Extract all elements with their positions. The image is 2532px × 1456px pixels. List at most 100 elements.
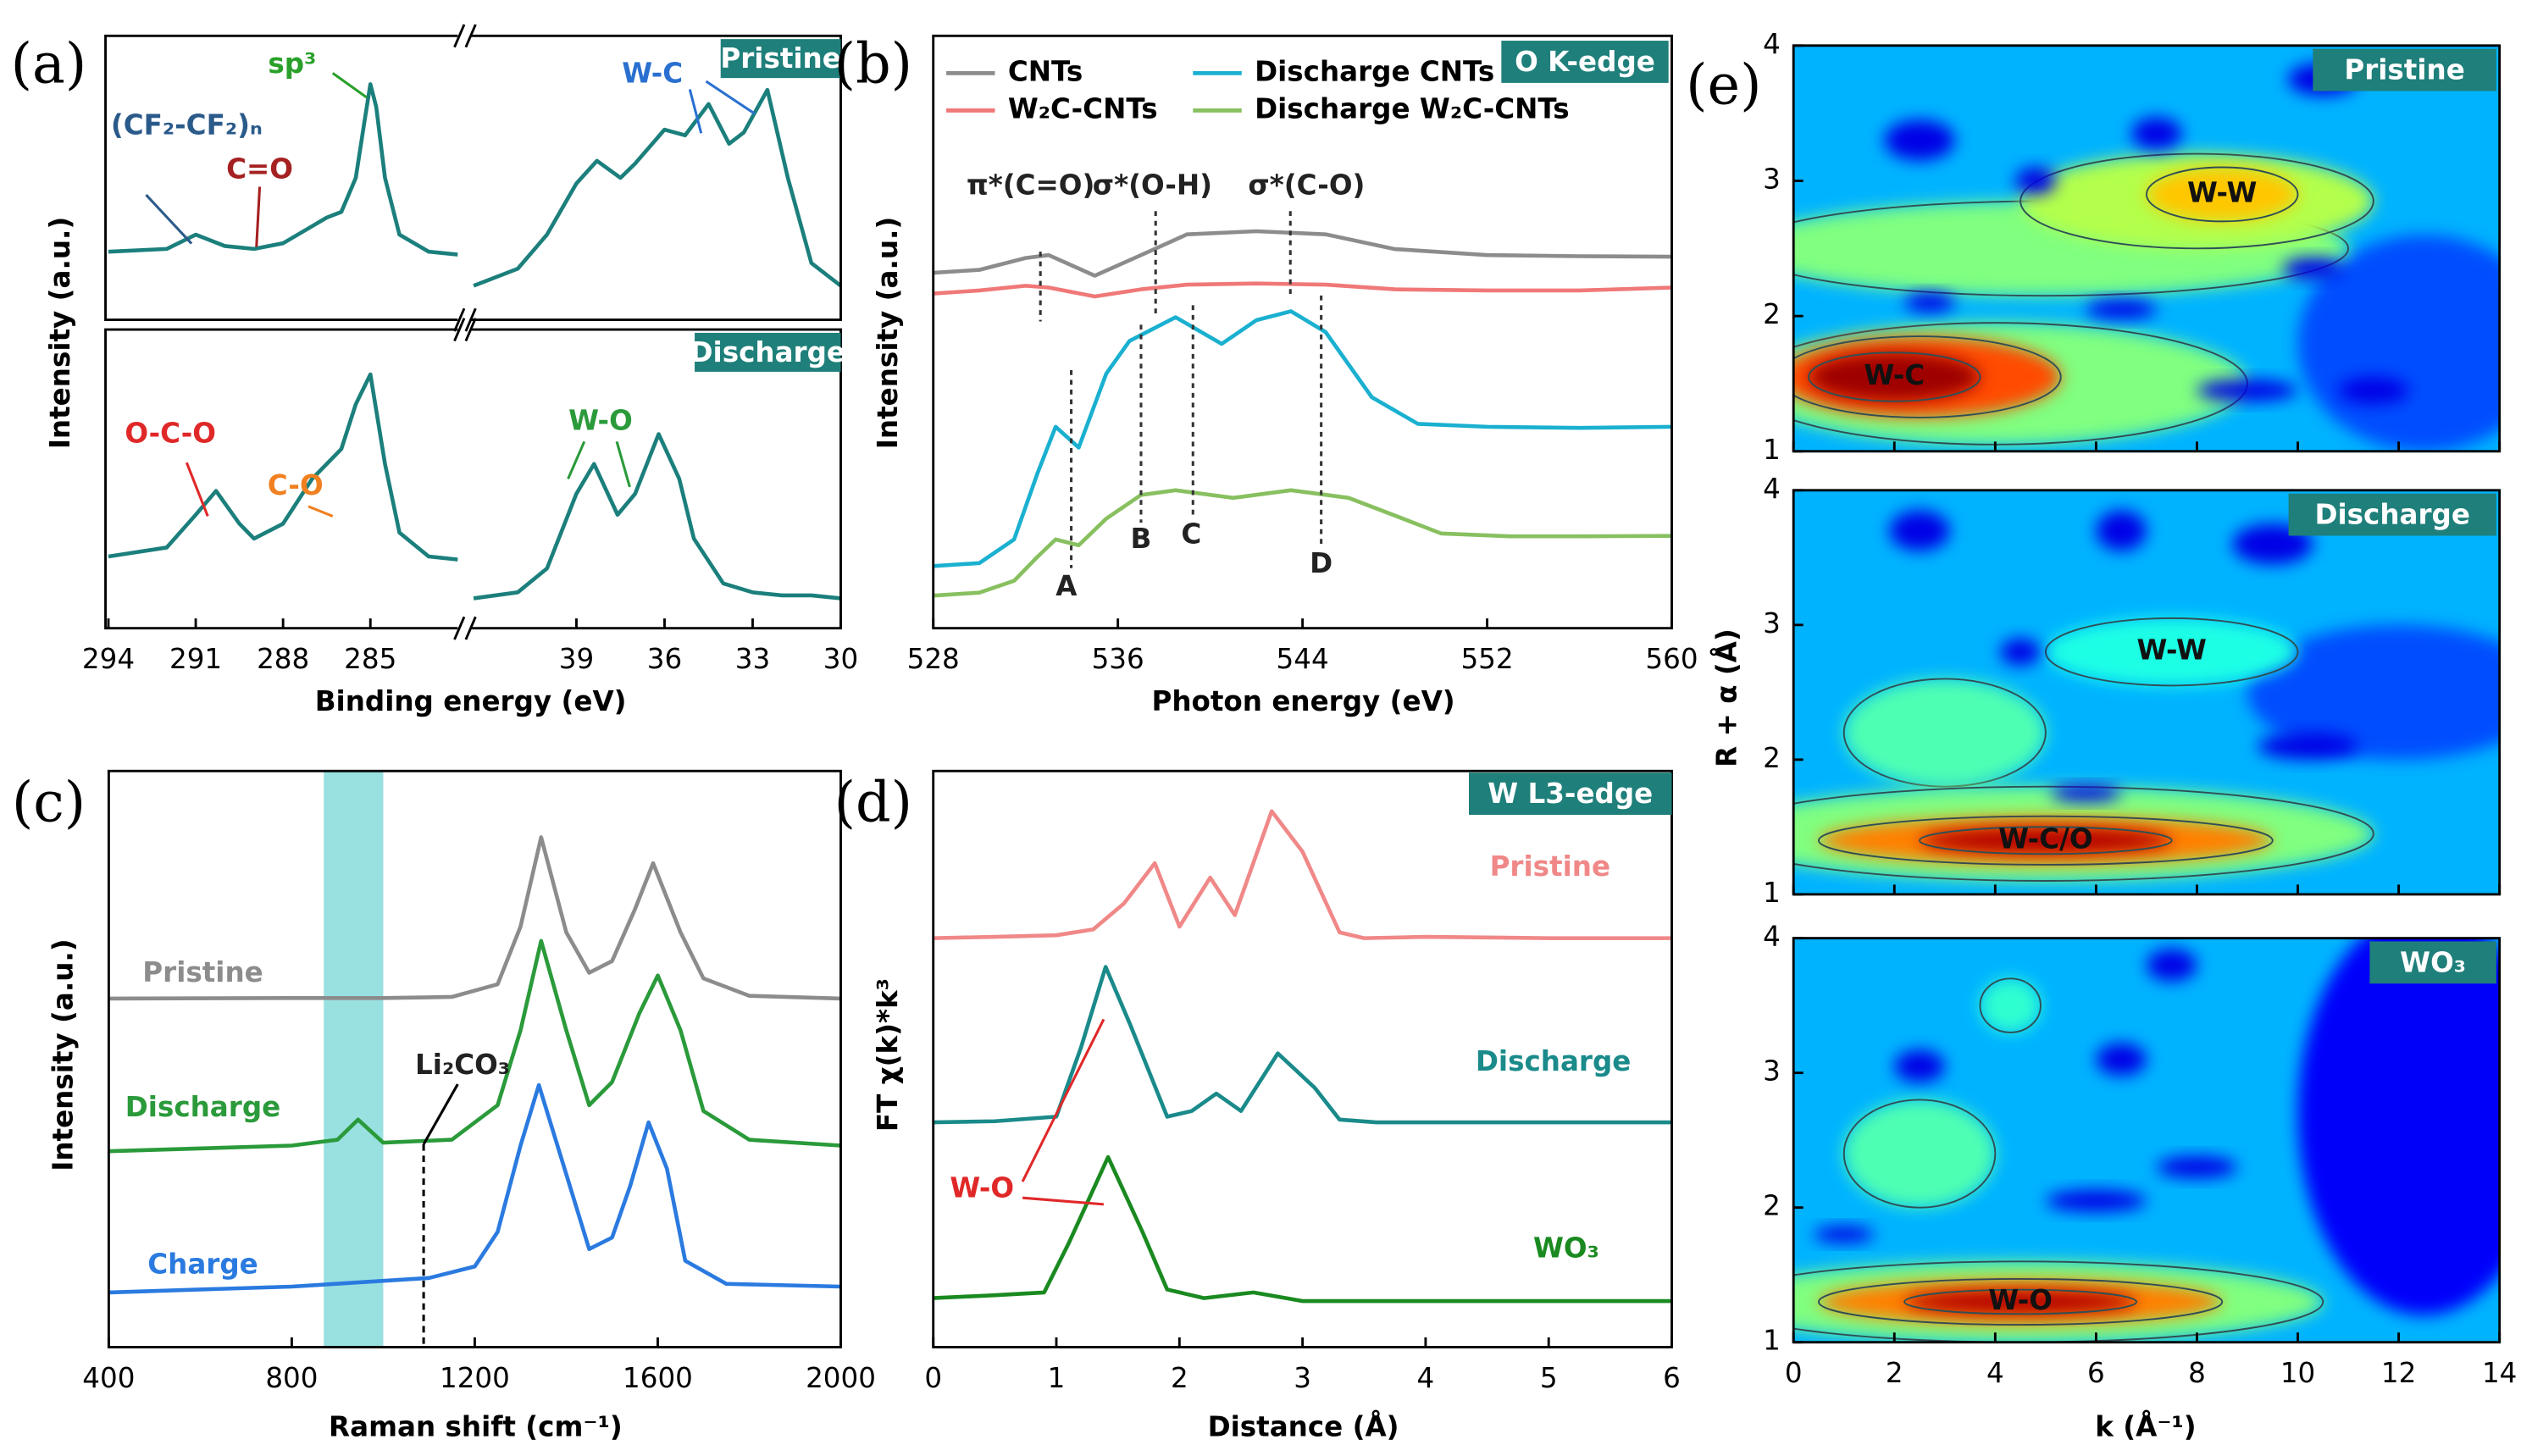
x-tick-label: 10 bbox=[2280, 1357, 2315, 1389]
tag-box bbox=[1469, 772, 1672, 816]
panel: 0 1 2 3 4 5 6 Distance (Å) FT χ(k)*k³ (d) W L3-edg… bbox=[834, 769, 1681, 1442]
tag-label: Pristine bbox=[2344, 53, 2464, 86]
x-tick-label: 528 bbox=[907, 643, 960, 675]
tag-box bbox=[695, 332, 841, 372]
heat-blob bbox=[1843, 1099, 1996, 1208]
guide-line bbox=[705, 80, 756, 115]
tag-label: WO₃ bbox=[2400, 946, 2466, 978]
feature-label: W-W bbox=[2187, 176, 2257, 208]
x-tick-label: 4 bbox=[1986, 1357, 2004, 1389]
annotation: C-O bbox=[268, 469, 324, 501]
contour-line bbox=[2044, 617, 2299, 687]
axis-frame bbox=[470, 328, 842, 630]
heat-blob bbox=[1809, 352, 1981, 401]
series-label: Discharge bbox=[1476, 1045, 1631, 1077]
tag-label: Discharge bbox=[2314, 498, 2469, 530]
axis-break bbox=[453, 307, 477, 332]
y-tick-label: 1 bbox=[1763, 434, 1781, 466]
y-tick-label: 2 bbox=[1763, 1190, 1781, 1222]
series-line bbox=[108, 82, 458, 257]
heat-blob bbox=[2015, 167, 2056, 195]
heat-blob bbox=[2000, 638, 2041, 666]
heat-blob bbox=[1904, 293, 1955, 313]
x-tick-label: 30 bbox=[823, 643, 858, 675]
series-label: Pristine bbox=[142, 956, 263, 988]
x-tick-label: 291 bbox=[169, 643, 222, 675]
heat-blob bbox=[1814, 1226, 1875, 1243]
heat-blob bbox=[1980, 978, 2041, 1032]
x-axis-label: Distance (Å) bbox=[1208, 1410, 1399, 1442]
series-label: Charge bbox=[147, 1248, 258, 1281]
contour-line bbox=[1818, 815, 2274, 866]
contour-line bbox=[1808, 352, 1981, 402]
series-label: WO₃ bbox=[1533, 1232, 1599, 1265]
heat-blob bbox=[2045, 1190, 2147, 1212]
contour-line bbox=[1793, 785, 2374, 882]
series-line bbox=[933, 809, 1672, 940]
series-line bbox=[473, 87, 842, 288]
x-axis-label: Photon energy (eV) bbox=[1151, 685, 1454, 717]
annotation: B bbox=[1131, 523, 1152, 555]
x-tick-label: 12 bbox=[2381, 1357, 2416, 1389]
contour-line bbox=[1903, 1288, 2137, 1315]
legend-label: Discharge CNTs bbox=[1255, 55, 1494, 87]
legend-label: CNTs bbox=[1008, 55, 1083, 87]
x-tick-label: 285 bbox=[344, 643, 396, 675]
x-tick-label: 2 bbox=[1171, 1362, 1188, 1394]
x-tick-label: 294 bbox=[82, 643, 135, 675]
heat-blob bbox=[2156, 1156, 2238, 1178]
axis-break bbox=[453, 24, 477, 48]
y-axis-label: FT χ(k)*k³ bbox=[872, 978, 904, 1132]
annotation: O-C-O bbox=[125, 418, 216, 450]
annotation: C=O bbox=[226, 152, 293, 185]
x-axis-label: k (Å⁻¹) bbox=[2095, 1410, 2196, 1442]
series-line bbox=[108, 835, 841, 1001]
heat-blob bbox=[2247, 624, 2500, 760]
panel: 294 291 288 285 Binding energy (eV) Intensity… bbox=[11, 33, 627, 717]
panel: W-W W-C 1 2 3 4(e) Pristine bbox=[1686, 28, 2502, 466]
annotation: W-O bbox=[568, 404, 633, 436]
series-label: Discharge bbox=[125, 1091, 280, 1123]
tag-box bbox=[1501, 41, 1669, 83]
series-label: Pristine bbox=[1490, 850, 1610, 883]
heat-blob bbox=[2050, 785, 2122, 802]
x-axis-label: Raman shift (cm⁻¹) bbox=[329, 1410, 623, 1442]
contour-line bbox=[2145, 166, 2299, 223]
tag-box bbox=[720, 39, 841, 79]
feature-label: W-W bbox=[2136, 634, 2206, 667]
y-tick-label: 4 bbox=[1763, 473, 1781, 505]
heat-blob bbox=[2297, 938, 2500, 1315]
feature-label: W-O bbox=[1988, 1284, 2053, 1316]
x-tick-label: 1600 bbox=[623, 1362, 693, 1394]
y-tick-label: 1 bbox=[1763, 877, 1781, 909]
annotation: π*(C=O) bbox=[967, 169, 1094, 202]
heatmap bbox=[1793, 938, 2500, 1343]
contour-line bbox=[1979, 977, 2042, 1033]
guide-line bbox=[422, 1083, 459, 1145]
axis-break bbox=[453, 616, 477, 640]
heat-blob bbox=[2086, 299, 2157, 319]
tag-label: W L3-edge bbox=[1488, 778, 1653, 810]
x-tick-label: 1200 bbox=[440, 1362, 510, 1394]
x-tick-label: 544 bbox=[1277, 643, 1329, 675]
guide-line bbox=[145, 194, 193, 245]
contour-line bbox=[2020, 152, 2374, 250]
heat-blob bbox=[2257, 733, 2358, 760]
series-line bbox=[933, 1154, 1672, 1304]
guide-line bbox=[615, 440, 631, 488]
heat-blob bbox=[2146, 949, 2197, 982]
guide-line bbox=[331, 72, 368, 99]
heat-blob bbox=[2197, 379, 2298, 401]
x-tick-label: 560 bbox=[1645, 643, 1698, 675]
heat-blob bbox=[2096, 1043, 2147, 1076]
panel-label: (d) bbox=[834, 771, 913, 834]
x-tick-label: 3 bbox=[1294, 1362, 1311, 1394]
y-tick-label: 4 bbox=[1763, 28, 1781, 60]
heat-blob bbox=[1843, 678, 2046, 787]
x-tick-label: 0 bbox=[1785, 1357, 1803, 1389]
feature-label: W-C/O bbox=[1998, 822, 2092, 855]
series-line bbox=[933, 488, 1672, 598]
axis-frame bbox=[104, 34, 458, 322]
tag-box bbox=[2288, 493, 2496, 536]
